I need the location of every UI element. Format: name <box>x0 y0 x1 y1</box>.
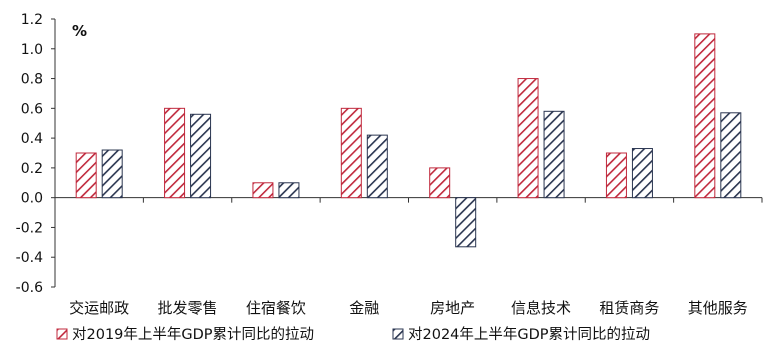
y-tick-label: -0.6 <box>16 280 43 296</box>
legend-label: 对2024年上半年GDP累计同比的拉动 <box>408 326 650 343</box>
bar-series-2 <box>278 182 300 199</box>
y-tick-label: 0.4 <box>21 131 43 147</box>
legend-swatch <box>56 328 68 340</box>
bar-series-1 <box>75 152 97 199</box>
x-category-label: 交运邮政 <box>69 299 129 317</box>
bar-series-1 <box>517 78 539 199</box>
legend-swatch <box>392 328 404 340</box>
y-tick-label: 1.0 <box>21 42 43 58</box>
x-category-label: 批发零售 <box>158 299 218 317</box>
bar-series-1 <box>605 152 627 199</box>
labels: 1.2 1.0 0.8 0.6 0.4 0.2 0.0 -0.2 -0.4 -0.6 交运邮政 批发零… <box>16 12 748 317</box>
x-category-label: 其他服务 <box>688 299 748 317</box>
x-category-label: 租赁商务 <box>599 299 659 317</box>
bar-series-2 <box>101 149 123 199</box>
unit-label: % <box>72 22 87 40</box>
x-category-label: 金融 <box>349 299 379 317</box>
y-tick-label: -0.2 <box>16 220 43 236</box>
bar-series-2 <box>455 197 477 248</box>
x-category-label: 房地产 <box>430 299 475 317</box>
y-tick-label: -0.4 <box>16 250 43 266</box>
y-tick-label: 0.8 <box>21 72 43 88</box>
axes <box>51 18 763 288</box>
y-tick-label: 0.2 <box>21 161 43 177</box>
bar-series-2 <box>543 110 565 199</box>
x-category-label: 信息技术 <box>511 299 571 317</box>
y-tick-label: 1.2 <box>21 12 43 28</box>
legend-label: 对2019年上半年GDP累计同比的拉动 <box>72 326 314 343</box>
bar-series-1 <box>694 33 716 199</box>
bars <box>75 33 742 248</box>
bar-series-2 <box>720 112 742 199</box>
x-category-label: 住宿餐饮 <box>246 299 306 317</box>
bar-series-1 <box>429 167 451 199</box>
bar-series-1 <box>340 107 362 199</box>
bar-series-1 <box>164 107 186 199</box>
bar-series-2 <box>631 148 653 199</box>
bar-series-2 <box>190 113 212 199</box>
bar-series-1 <box>252 182 274 199</box>
y-tick-label: 0.0 <box>21 191 43 207</box>
legend: 对2019年上半年GDP累计同比的拉动 对2024年上半年GDP累计同比的拉动 <box>56 326 650 343</box>
y-tick-label: 0.6 <box>21 101 43 117</box>
bar-series-2 <box>366 134 388 199</box>
